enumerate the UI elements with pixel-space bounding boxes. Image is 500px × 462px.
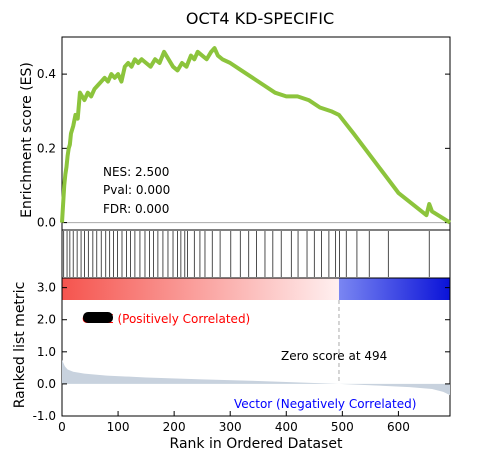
metric-area <box>62 359 450 396</box>
x-tick-label: 100 <box>107 420 130 434</box>
stat-nes: NES: 2.500 <box>103 165 169 179</box>
metric-ytick-label: 2.0 <box>37 313 56 327</box>
x-tick-label: 600 <box>387 420 410 434</box>
x-tick-label: 200 <box>163 420 186 434</box>
metric-panel-frame <box>61 277 451 417</box>
negative-label: Vector (Negatively Correlated) <box>234 397 416 411</box>
negative-gradient-bar <box>338 278 450 300</box>
x-tick-label: 300 <box>219 420 242 434</box>
x-tick-label: 0 <box>58 420 66 434</box>
positive-gradient-bar <box>62 278 339 300</box>
metric-ytick-label: 3.0 <box>37 281 56 295</box>
es-ytick-label: 0.2 <box>37 141 56 155</box>
x-axis-label: Rank in Ordered Dataset <box>170 436 343 452</box>
stat-fdr: FDR: 0.000 <box>103 202 169 216</box>
metric-ytick-label: 0.0 <box>37 377 56 391</box>
es-ytick-label: 0.4 <box>37 67 56 81</box>
es-ytick-label: 0.0 <box>37 216 56 230</box>
positive-label: CLOE (Positively Correlated) <box>82 312 250 326</box>
metric-ytick-label: 1.0 <box>37 345 56 359</box>
x-tick-label: 400 <box>275 420 298 434</box>
stat-pval: Pval: 0.000 <box>103 183 170 197</box>
chart-title: OCT4 KD-SPECIFIC <box>186 9 334 28</box>
zero-score-label: Zero score at 494 <box>281 349 387 363</box>
metric-ytick-label: -1.0 <box>33 409 56 423</box>
x-tick-label: 500 <box>331 420 354 434</box>
metric-ylabel: Ranked list metric <box>12 282 28 409</box>
redaction-mark <box>83 312 113 323</box>
es-curve <box>60 46 452 225</box>
hits-panel-frame <box>61 229 451 279</box>
es-ylabel: Enrichment score (ES) <box>19 62 35 218</box>
